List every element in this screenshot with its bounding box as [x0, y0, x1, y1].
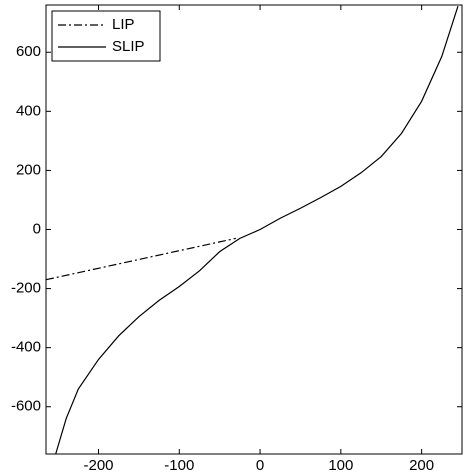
y-tick-label: 400: [16, 102, 41, 119]
legend-box: [51, 10, 161, 62]
y-tick-label: 600: [16, 43, 41, 60]
y-tick-label: -600: [11, 398, 41, 415]
legend-label: SLIP: [112, 38, 145, 55]
series-line: [45, 237, 236, 281]
legend-label: LIP: [112, 16, 135, 33]
plot-area: [45, 4, 463, 455]
y-tick-label: -200: [11, 280, 41, 297]
x-tick-label: 200: [409, 457, 434, 474]
series-line: [55, 5, 459, 455]
y-tick-label: 200: [16, 161, 41, 178]
x-tick-label: 100: [328, 457, 353, 474]
y-tick-label: -400: [11, 339, 41, 356]
x-tick-label: -100: [164, 457, 194, 474]
x-tick-label: 0: [256, 457, 264, 474]
x-tick-label: -200: [83, 457, 113, 474]
y-tick-label: 0: [33, 220, 41, 237]
